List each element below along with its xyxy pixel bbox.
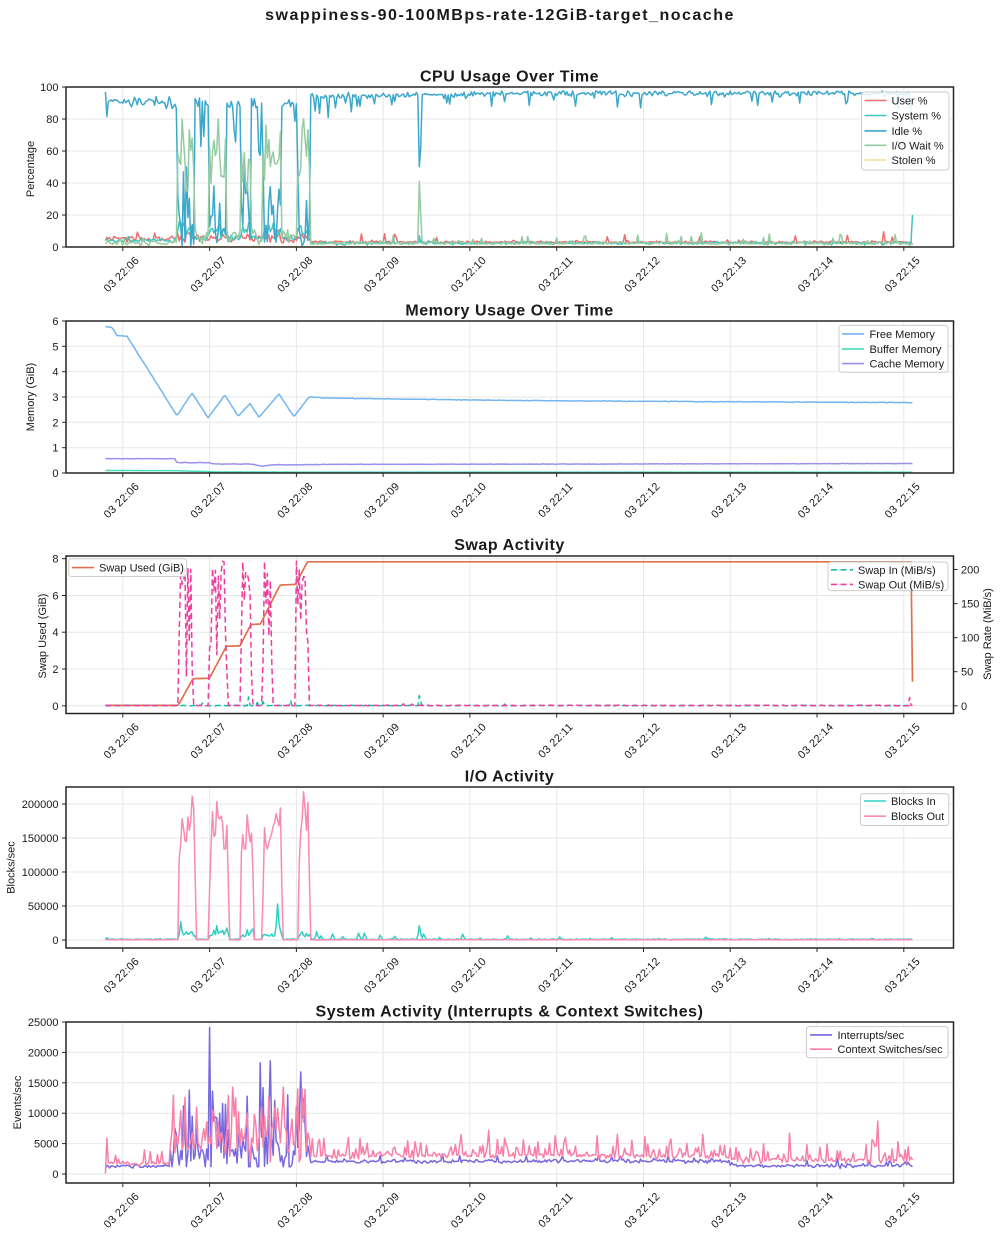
- svg-text:6: 6: [52, 591, 58, 603]
- svg-text:3: 3: [52, 392, 58, 404]
- svg-text:Idle %: Idle %: [892, 126, 923, 138]
- svg-text:100: 100: [40, 82, 58, 94]
- svg-text:6: 6: [52, 316, 58, 328]
- svg-text:System %: System %: [892, 111, 942, 123]
- svg-text:0: 0: [961, 701, 967, 713]
- svg-text:Memory Usage Over Time: Memory Usage Over Time: [405, 303, 613, 320]
- svg-text:100: 100: [961, 633, 979, 645]
- svg-text:swappiness-90-100MBps-rate-12G: swappiness-90-100MBps-rate-12GiB-target_…: [265, 7, 735, 24]
- svg-text:Events/sec: Events/sec: [12, 1075, 24, 1129]
- svg-text:CPU Usage Over Time: CPU Usage Over Time: [420, 69, 599, 86]
- svg-text:Swap In (MiB/s): Swap In (MiB/s): [858, 565, 936, 577]
- svg-text:0: 0: [52, 1169, 58, 1181]
- svg-text:0: 0: [52, 935, 58, 947]
- svg-text:Swap Activity: Swap Activity: [454, 537, 565, 554]
- svg-text:Interrupts/sec: Interrupts/sec: [838, 1030, 905, 1042]
- svg-text:50000: 50000: [28, 901, 59, 913]
- svg-text:Cache Memory: Cache Memory: [870, 359, 945, 371]
- svg-text:20: 20: [46, 210, 58, 222]
- svg-text:Swap Rate (MiB/s): Swap Rate (MiB/s): [982, 588, 994, 680]
- svg-text:I/O Wait %: I/O Wait %: [892, 140, 944, 152]
- svg-text:Stolen %: Stolen %: [892, 155, 936, 167]
- svg-text:Context Switches/sec: Context Switches/sec: [838, 1044, 944, 1056]
- svg-text:5000: 5000: [34, 1139, 58, 1151]
- svg-text:4: 4: [52, 367, 58, 379]
- svg-text:20000: 20000: [28, 1047, 59, 1059]
- svg-text:4: 4: [52, 627, 58, 639]
- svg-text:10000: 10000: [28, 1108, 59, 1120]
- svg-text:8: 8: [52, 554, 58, 566]
- svg-text:80: 80: [46, 114, 58, 126]
- svg-text:100000: 100000: [22, 867, 59, 879]
- svg-text:50: 50: [961, 667, 973, 679]
- svg-text:0: 0: [52, 701, 58, 713]
- svg-text:40: 40: [46, 178, 58, 190]
- svg-text:Memory (GiB): Memory (GiB): [25, 363, 37, 431]
- svg-text:Percentage: Percentage: [25, 141, 37, 197]
- svg-text:2: 2: [52, 417, 58, 429]
- svg-text:Swap Out (MiB/s): Swap Out (MiB/s): [858, 579, 944, 591]
- svg-text:Blocks/sec: Blocks/sec: [6, 841, 18, 894]
- svg-text:I/O Activity: I/O Activity: [465, 769, 555, 786]
- svg-text:Blocks Out: Blocks Out: [891, 811, 944, 823]
- svg-text:2: 2: [52, 664, 58, 676]
- svg-text:0: 0: [52, 242, 58, 254]
- svg-text:25000: 25000: [28, 1017, 59, 1029]
- svg-text:5: 5: [52, 341, 58, 353]
- svg-text:0: 0: [52, 468, 58, 480]
- svg-text:150: 150: [961, 599, 979, 611]
- svg-text:User %: User %: [892, 96, 928, 108]
- svg-text:Swap Used (GiB): Swap Used (GiB): [37, 594, 49, 679]
- svg-text:200000: 200000: [22, 799, 59, 811]
- svg-text:150000: 150000: [22, 833, 59, 845]
- svg-text:System Activity (Interrupts &: System Activity (Interrupts & Context Sw…: [316, 1004, 704, 1021]
- svg-text:Swap Used (GiB): Swap Used (GiB): [99, 563, 184, 575]
- svg-text:200: 200: [961, 565, 979, 577]
- svg-text:60: 60: [46, 146, 58, 158]
- svg-text:15000: 15000: [28, 1078, 59, 1090]
- svg-text:Blocks In: Blocks In: [891, 796, 936, 808]
- svg-text:Buffer Memory: Buffer Memory: [870, 344, 942, 356]
- svg-text:1: 1: [52, 443, 58, 455]
- svg-text:Free Memory: Free Memory: [870, 329, 936, 341]
